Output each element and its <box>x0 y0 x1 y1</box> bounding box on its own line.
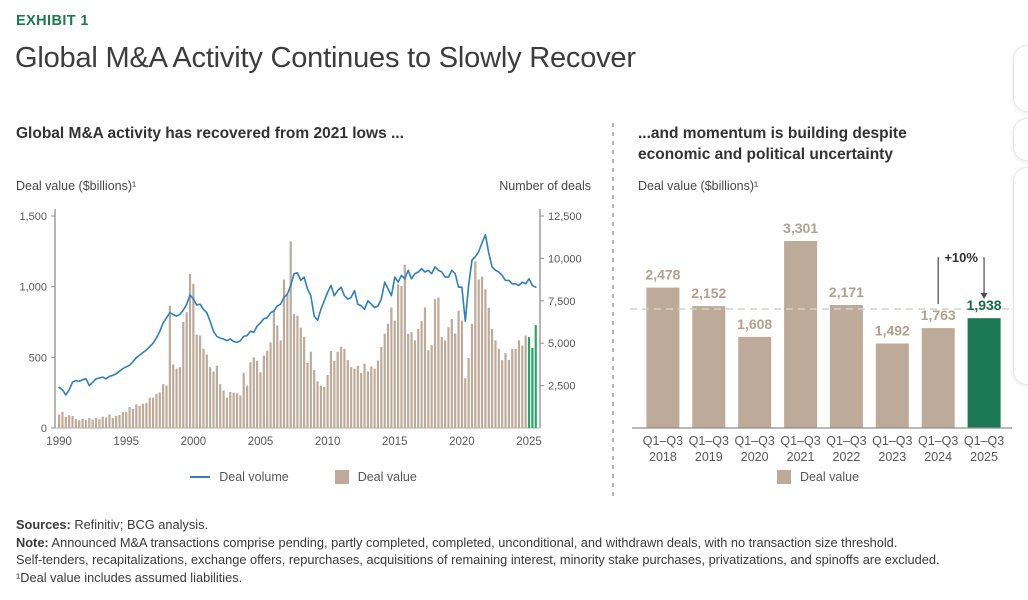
svg-text:1,492: 1,492 <box>875 322 910 338</box>
svg-text:2025: 2025 <box>516 436 542 448</box>
svg-text:12,500: 12,500 <box>548 211 582 223</box>
svg-text:2022: 2022 <box>833 450 861 464</box>
svg-text:2018: 2018 <box>649 450 677 464</box>
edge-panel-card-middle[interactable] <box>1013 118 1028 161</box>
svg-text:2020: 2020 <box>449 436 475 448</box>
svg-text:2,171: 2,171 <box>829 284 864 300</box>
svg-text:2,500: 2,500 <box>548 381 576 393</box>
right-chart-title: ...and momentum is building despite econ… <box>638 125 907 163</box>
legend-item-deal-value: Deal value <box>334 470 417 484</box>
svg-text:Q1–Q3: Q1–Q3 <box>689 434 729 448</box>
svg-text:2000: 2000 <box>181 436 207 448</box>
svg-text:1,763: 1,763 <box>921 307 956 323</box>
square-swatch-icon <box>334 470 349 484</box>
svg-text:2020: 2020 <box>741 450 769 464</box>
svg-text:2019: 2019 <box>695 450 723 464</box>
right-chart-legend: Deal value <box>622 470 1014 484</box>
edge-panel-card-top[interactable] <box>1013 45 1028 112</box>
svg-text:7,500: 7,500 <box>548 296 576 308</box>
svg-text:2024: 2024 <box>924 450 952 464</box>
svg-text:Q1–Q3: Q1–Q3 <box>826 434 866 448</box>
legend-label: Deal value <box>357 470 417 484</box>
svg-text:+10%: +10% <box>944 250 978 265</box>
svg-text:Q1–Q3: Q1–Q3 <box>643 434 683 448</box>
svg-text:1,000: 1,000 <box>19 282 47 294</box>
svg-text:2005: 2005 <box>248 436 274 448</box>
exhibit-label: EXHIBIT 1 <box>16 13 89 29</box>
svg-text:500: 500 <box>29 352 47 364</box>
line-swatch-icon <box>190 476 211 478</box>
svg-text:Q1–Q3: Q1–Q3 <box>780 434 820 448</box>
svg-text:3,301: 3,301 <box>783 220 818 236</box>
svg-text:5,000: 5,000 <box>548 338 576 350</box>
ma-trend-chart: 0 500 1,000 1,500 2,500 5,000 7,500 10,000 12,50… <box>19 209 582 448</box>
svg-text:Q1–Q3: Q1–Q3 <box>918 434 958 448</box>
svg-text:1995: 1995 <box>113 436 139 448</box>
svg-text:2010: 2010 <box>315 436 341 448</box>
svg-text:Q1–Q3: Q1–Q3 <box>964 434 1004 448</box>
edge-panel-card-bottom[interactable] <box>1013 167 1028 385</box>
note-line: Note: Announced M&A transactions compris… <box>16 534 898 550</box>
right-chart-yaxis-label: Deal value ($billions)¹ <box>638 179 759 193</box>
svg-text:1,938: 1,938 <box>967 297 1002 313</box>
svg-text:2023: 2023 <box>878 450 906 464</box>
svg-text:0: 0 <box>41 423 47 435</box>
svg-text:2,478: 2,478 <box>645 267 680 283</box>
left-chart-legend: Deal volume Deal value <box>16 470 591 484</box>
svg-text:2025: 2025 <box>970 450 998 464</box>
left-chart-title: Global M&A activity has recovered from 2… <box>16 125 404 142</box>
svg-text:2021: 2021 <box>787 450 815 464</box>
panel-divider <box>612 123 614 499</box>
svg-text:1990: 1990 <box>46 436 72 448</box>
note-line-2: Self-tenders, recapitalizations, exchang… <box>16 552 940 568</box>
svg-text:10,000: 10,000 <box>548 253 582 265</box>
quarterly-deal-value-chart: 2,478 2,152 1,608 3,301 2,171 1,492 1,763 1,938… <box>630 220 1012 464</box>
square-swatch-icon <box>776 470 791 484</box>
legend-label: Deal value <box>799 470 860 484</box>
left-chart-right-axis-label: Number of deals <box>499 179 591 193</box>
footnote-1: ¹Deal value includes assumed liabilities… <box>16 569 243 585</box>
legend-item-deal-volume: Deal volume <box>190 470 289 484</box>
svg-text:2,152: 2,152 <box>691 285 726 301</box>
svg-text:1,500: 1,500 <box>19 211 47 223</box>
svg-text:1,608: 1,608 <box>737 316 772 332</box>
left-chart-yaxis-label: Deal value ($billions)¹ <box>16 179 137 193</box>
svg-text:Q1–Q3: Q1–Q3 <box>735 434 775 448</box>
legend-item-deal-value: Deal value <box>776 470 860 484</box>
svg-text:2015: 2015 <box>382 436 408 448</box>
legend-label: Deal volume <box>219 470 289 484</box>
page-title: Global M&A Activity Continues to Slowly … <box>15 42 636 74</box>
sources-line: Sources: Refinitiv; BCG analysis. <box>16 517 209 532</box>
svg-text:Q1–Q3: Q1–Q3 <box>872 434 912 448</box>
footnotes: Sources: Refinitiv; BCG analysis. Note: … <box>16 516 1021 586</box>
